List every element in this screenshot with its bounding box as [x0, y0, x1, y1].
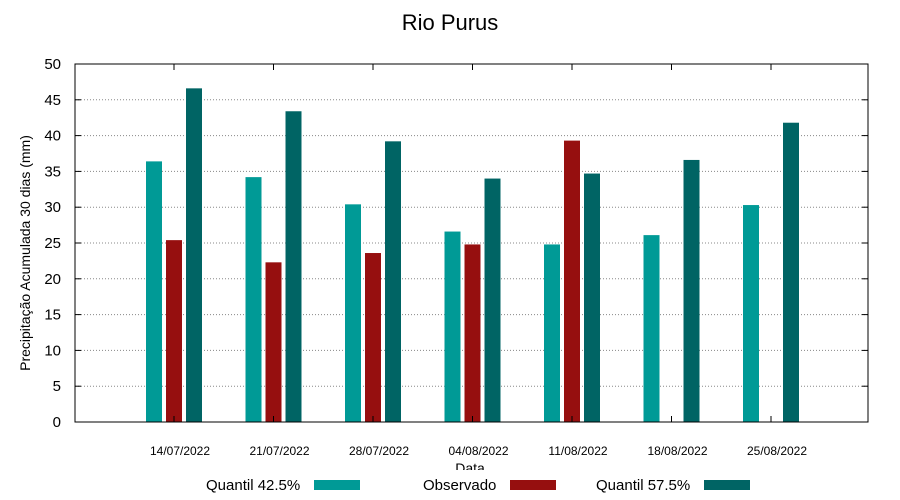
bar-quantil-57-5: [285, 111, 302, 423]
bar-quantil-42-5: [743, 205, 759, 422]
y-axis-label: Precipitação Acumulada 30 dias (mm): [17, 135, 33, 371]
x-axis-label: Data: [455, 460, 485, 470]
y-tick-label: 45: [44, 92, 61, 109]
bar-quantil-57-5: [783, 122, 799, 422]
bar-quantil-57-5: [484, 178, 501, 422]
bar-quantil-42-5: [245, 177, 262, 422]
x-tick-label: 04/08/2022: [448, 444, 508, 458]
x-tick-label: 11/08/2022: [548, 444, 607, 458]
x-tick-label: 28/07/2022: [349, 444, 409, 458]
bar-chart: 0 5 10 15 20 25 30 35 40 45 50 14/07/2022 21/07/202…: [17, 56, 869, 470]
y-tick-label: 20: [44, 271, 61, 288]
legend-label-q425: Quantil 42.5%: [206, 476, 301, 494]
legend-item-q425: Quantil 42.5%: [206, 475, 361, 495]
legend-swatch-q425: [314, 480, 361, 490]
y-tick-label: 50: [44, 56, 61, 73]
x-tick-label: 25/08/2022: [747, 444, 807, 458]
x-axis-ticks: 14/07/2022 21/07/2022 28/07/2022 04/08/2022…: [150, 64, 807, 458]
bar-observado: [166, 240, 182, 422]
legend-item-q575: Quantil 57.5%: [596, 475, 751, 495]
bar-quantil-42-5: [643, 235, 660, 422]
bar-quantil-57-5: [683, 159, 700, 422]
y-tick-label: 35: [44, 163, 61, 180]
y-tick-label: 10: [44, 342, 61, 359]
y-tick-label: 40: [44, 128, 61, 145]
bar-quantil-42-5: [444, 231, 461, 422]
y-tick-label: 30: [44, 199, 61, 216]
y-tick-label: 5: [53, 378, 61, 395]
x-tick-label: 21/07/2022: [249, 444, 309, 458]
legend-label-observado: Observado: [423, 476, 497, 494]
bar-observado: [365, 253, 381, 422]
x-tick-label: 18/08/2022: [647, 444, 707, 458]
bar-quantil-42-5: [146, 161, 162, 422]
x-tick-label: 14/07/2022: [150, 444, 210, 458]
y-tick-label: 15: [44, 307, 61, 324]
bar-quantil-42-5: [345, 204, 361, 422]
y-tick-label: 25: [44, 235, 61, 252]
bar-observado: [464, 244, 481, 422]
y-tick-label: 0: [53, 414, 61, 431]
legend-item-observado: Observado: [423, 475, 557, 495]
y-axis-ticks: 0 5 10 15 20 25 30 35 40 45 50: [44, 56, 868, 431]
legend-swatch-q575: [704, 480, 751, 490]
chart-title: Rio Purus: [401, 10, 499, 35]
legend-label-q575: Quantil 57.5%: [596, 476, 691, 494]
bar-observado: [265, 262, 282, 422]
bar-quantil-57-5: [584, 173, 600, 422]
bars: [146, 88, 799, 423]
bar-quantil-57-5: [186, 88, 202, 423]
bar-quantil-42-5: [544, 244, 560, 422]
bar-quantil-57-5: [385, 141, 401, 422]
legend-swatch-observado: [510, 480, 557, 490]
bar-observado: [564, 140, 580, 422]
